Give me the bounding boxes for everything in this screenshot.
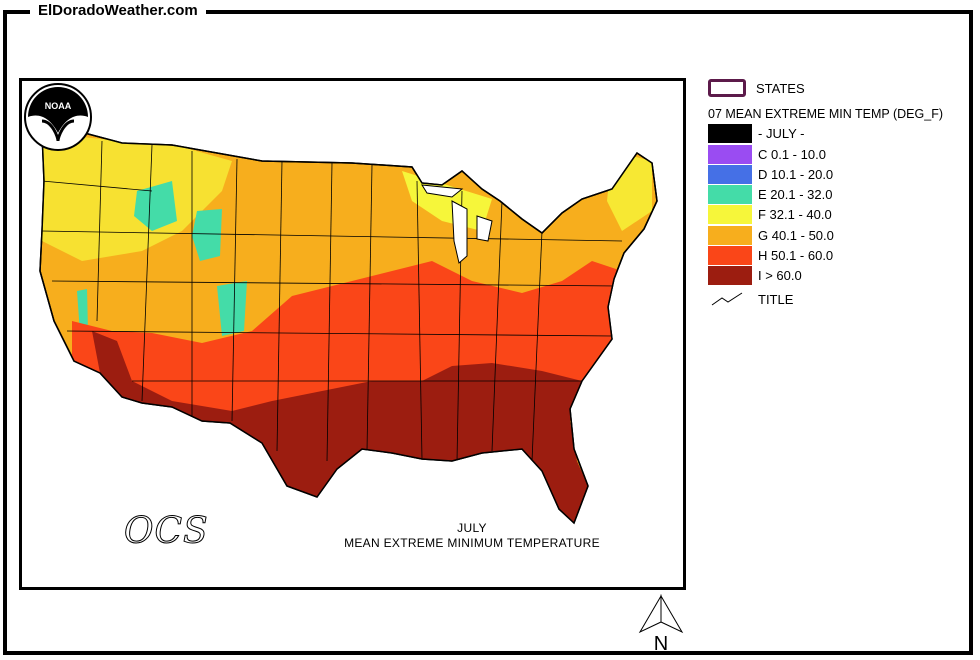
legend-class-label: C 0.1 - 10.0: [758, 146, 826, 162]
legend-swatch: [708, 144, 752, 164]
legend-class-label: I > 60.0: [758, 267, 802, 283]
map-panel: NOAA OCS JULY MEAN EXTREME MINIMUM TEMPE…: [19, 78, 686, 590]
temp-zone-e-idaho: [134, 181, 177, 231]
legend-class-row: D 10.1 - 20.0: [708, 164, 833, 184]
legend-states[interactable]: STATES: [708, 78, 805, 98]
ocs-label: OCS: [124, 511, 209, 553]
north-arrow-icon: N: [638, 594, 684, 654]
legend-swatch: [708, 123, 752, 143]
temp-zone-e-colorado: [217, 281, 247, 336]
caption-title: MEAN EXTREME MINIMUM TEMPERATURE: [344, 536, 600, 550]
north-label: N: [654, 633, 668, 654]
legend-layer-title-text: 07 MEAN EXTREME MIN TEMP (DEG_F): [708, 107, 943, 121]
legend-swatch: [708, 184, 752, 204]
temp-zone-i-south: [92, 331, 588, 523]
legend-swatch: [708, 245, 752, 265]
legend-class-label: F 32.1 - 40.0: [758, 206, 832, 222]
outer-frame: [3, 10, 973, 655]
legend-class-label: - JULY -: [758, 125, 805, 141]
map-caption: JULY MEAN EXTREME MINIMUM TEMPERATURE: [322, 521, 622, 551]
legend-title-row: TITLE: [708, 289, 793, 309]
lake-michigan: [451, 200, 468, 264]
noaa-logo: NOAA: [24, 83, 92, 151]
legend-class-row: H 50.1 - 60.0: [708, 245, 833, 265]
temp-zone-e-sierra: [77, 289, 88, 333]
us-temperature-map: [39, 130, 658, 524]
caption-month: JULY: [457, 521, 487, 535]
legend-class-label: G 40.1 - 50.0: [758, 227, 834, 243]
legend-layer-title: 07 MEAN EXTREME MIN TEMP (DEG_F): [708, 104, 943, 124]
title-line-icon: [711, 292, 743, 306]
legend-swatch: [708, 225, 752, 245]
legend-states-label: STATES: [756, 80, 805, 96]
legend-class-label: D 10.1 - 20.0: [758, 166, 834, 182]
state-boundaries: [41, 140, 623, 462]
temp-zone-e-wyoming: [192, 209, 222, 261]
legend-class-row: - JULY -: [708, 123, 804, 143]
legend-class-label: E 20.1 - 32.0: [758, 186, 833, 202]
legend-swatch: [708, 164, 752, 184]
legend-class-label: H 50.1 - 60.0: [758, 247, 834, 263]
lake-huron: [476, 215, 493, 242]
noaa-logo-text: NOAA: [45, 101, 72, 111]
legend-class-row: I > 60.0: [708, 265, 802, 285]
states-swatch: [708, 79, 746, 97]
legend-class-row: G 40.1 - 50.0: [708, 225, 834, 245]
legend-swatch: [708, 204, 752, 224]
site-title[interactable]: ElDoradoWeather.com: [30, 2, 206, 19]
legend-swatch: [708, 265, 752, 285]
legend-title-label: TITLE: [758, 291, 794, 307]
lake-superior: [421, 184, 464, 198]
legend-class-row: F 32.1 - 40.0: [708, 204, 832, 224]
legend-class-row: E 20.1 - 32.0: [708, 184, 832, 204]
legend-class-row: C 0.1 - 10.0: [708, 144, 826, 164]
